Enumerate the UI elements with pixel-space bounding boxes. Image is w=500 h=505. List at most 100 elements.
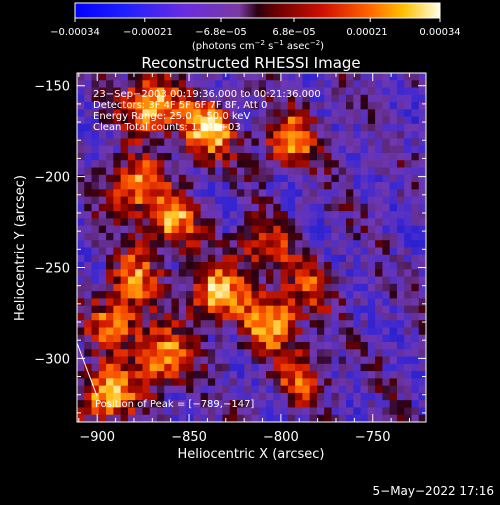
heatmap-cell xyxy=(215,232,224,241)
heatmap-cell xyxy=(207,138,216,147)
heatmap-cell xyxy=(266,109,274,118)
x-tick-labels: −900 −850 −800 −750 xyxy=(79,430,390,445)
heatmap-cell xyxy=(215,283,224,292)
heatmap-cell xyxy=(200,276,209,285)
heatmap-cell xyxy=(91,385,100,394)
heatmap-cell xyxy=(106,218,114,227)
heatmap-cell xyxy=(324,400,333,409)
heatmap-cell xyxy=(77,305,85,314)
heatmap-cell xyxy=(113,189,122,198)
heatmap-cell xyxy=(338,109,347,118)
heatmap-cell xyxy=(346,211,354,220)
heatmap-cell xyxy=(106,225,114,234)
heatmap-cell xyxy=(411,392,420,401)
heatmap-cell xyxy=(353,407,362,416)
heatmap-cell xyxy=(98,73,107,81)
heatmap-cell xyxy=(84,327,93,336)
heatmap-cell xyxy=(178,349,187,358)
heatmap-cell xyxy=(77,400,85,409)
heatmap-cell xyxy=(266,407,274,416)
heatmap-cell xyxy=(135,342,144,350)
heatmap-cell xyxy=(215,276,224,285)
heatmap-cell xyxy=(186,327,194,336)
heatmap-cell xyxy=(309,211,318,220)
heatmap-cell xyxy=(309,363,318,372)
heatmap-cell xyxy=(178,225,187,234)
heatmap-cell xyxy=(418,225,426,234)
heatmap-cell xyxy=(135,262,144,270)
heatmap-cell xyxy=(280,254,289,263)
heatmap-cell xyxy=(346,87,354,96)
heatmap-cell xyxy=(149,240,158,249)
heatmap-cell xyxy=(98,363,107,372)
heatmap-cell xyxy=(142,276,151,285)
heatmap-cell xyxy=(346,218,354,227)
heatmap-cell xyxy=(215,400,224,409)
heatmap-cell xyxy=(302,356,311,365)
heatmap-cell xyxy=(367,167,376,176)
heatmap-cell xyxy=(418,145,426,154)
heatmap-cell xyxy=(346,400,354,409)
heatmap-cell xyxy=(287,262,296,270)
heatmap-cell xyxy=(244,247,253,256)
heatmap-cell xyxy=(222,342,231,350)
heatmap-cell xyxy=(207,109,216,118)
heatmap-cell xyxy=(120,363,129,372)
heatmap-cell xyxy=(186,123,194,132)
heatmap-cell xyxy=(106,247,114,256)
heatmap-cell xyxy=(316,407,325,416)
heatmap-cell xyxy=(258,262,267,270)
heatmap-cell xyxy=(331,189,340,198)
heatmap-cell xyxy=(98,312,107,321)
heatmap-cell xyxy=(295,203,303,212)
heatmap-cell xyxy=(280,138,289,147)
heatmap-cell xyxy=(382,247,391,256)
heatmap-cell xyxy=(77,269,85,278)
heatmap-cell xyxy=(171,385,180,394)
heatmap-cell xyxy=(91,196,100,205)
heatmap-cell xyxy=(127,378,136,387)
heatmap-cell xyxy=(142,203,151,212)
heatmap-cell xyxy=(382,167,391,176)
heatmap-cell xyxy=(302,414,311,422)
heatmap-cell xyxy=(193,334,202,343)
heatmap-cell xyxy=(331,225,340,234)
heatmap-cell xyxy=(113,283,122,292)
heatmap-cell xyxy=(331,247,340,256)
heatmap-cell xyxy=(302,342,311,350)
heatmap-cell xyxy=(382,305,391,314)
heatmap-cell xyxy=(244,203,253,212)
heatmap-cell xyxy=(171,400,180,409)
heatmap-cell xyxy=(164,320,173,329)
heatmap-cell xyxy=(244,276,253,285)
heatmap-cell xyxy=(106,276,114,285)
heatmap-cell xyxy=(244,262,253,270)
heatmap-cell xyxy=(382,371,391,379)
heatmap-cell xyxy=(171,218,180,227)
heatmap-cell xyxy=(396,305,405,314)
heatmap-cell xyxy=(91,189,100,198)
heatmap-cell xyxy=(346,414,354,422)
heatmap-cell xyxy=(324,240,333,249)
heatmap-cell xyxy=(331,87,340,96)
heatmap-cell xyxy=(273,378,282,387)
heatmap-cell xyxy=(389,240,398,249)
heatmap-cell xyxy=(346,334,354,343)
heatmap-cell xyxy=(324,218,333,227)
heatmap-cell xyxy=(367,232,376,241)
heatmap-cell xyxy=(98,414,107,422)
heatmap-cell xyxy=(222,94,231,103)
heatmap-cell xyxy=(113,291,122,299)
heatmap-cell xyxy=(98,334,107,343)
heatmap-cell xyxy=(411,138,420,147)
heatmap-cell xyxy=(164,247,173,256)
heatmap-cell xyxy=(287,371,296,379)
heatmap-cell xyxy=(251,232,260,241)
heatmap-cell xyxy=(324,342,333,350)
heatmap-cell xyxy=(91,225,100,234)
heatmap-cell xyxy=(418,414,426,422)
heatmap-cell xyxy=(338,211,347,220)
heatmap-cell xyxy=(287,269,296,278)
heatmap-cell xyxy=(244,167,253,176)
heatmap-cell xyxy=(244,320,253,329)
